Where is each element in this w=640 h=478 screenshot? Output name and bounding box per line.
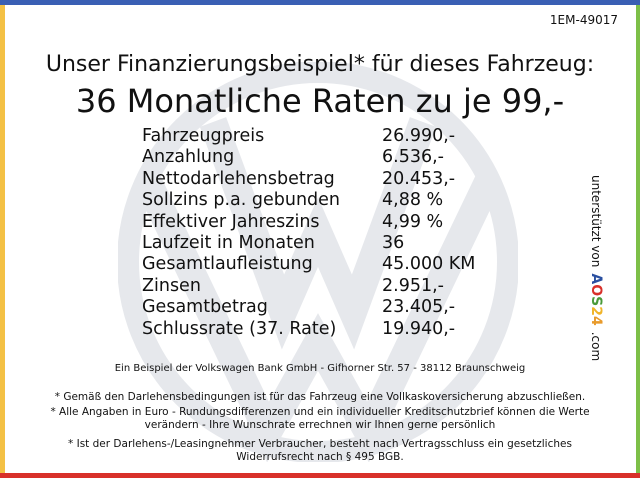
row-value: 19.940,- (382, 318, 456, 339)
logo-letter: A (588, 273, 604, 285)
footnote-amounts-line2: verändern - Ihre Wunschrate errechnen wi… (144, 419, 496, 431)
sponsor-prefix: unterstützt von (589, 175, 603, 268)
footnote-insurance: * Gemäß den Darlehensbedingungen ist für… (54, 391, 586, 403)
footnote-withdrawal-line2: Widerrufsrecht nach § 495 BGB. (236, 451, 404, 463)
table-row: Sollzins p.a. gebunden 4,88 % (142, 190, 475, 211)
row-label: Gesamtlaufleistung (142, 254, 313, 275)
top-border (0, 0, 640, 5)
logo-letter: O (588, 284, 604, 297)
table-row: Gesamtbetrag 23.405,- (142, 297, 475, 318)
row-label: Zinsen (142, 275, 201, 296)
sponsor-suffix: .com (589, 331, 603, 362)
vw-logo-watermark-icon (118, 62, 518, 462)
row-label: Schlussrate (37. Rate) (142, 318, 337, 339)
row-value: 4,99 % (382, 211, 444, 232)
logo-letter: 4 (588, 315, 604, 326)
table-row: Fahrzeugpreis 26.990,- (142, 126, 475, 147)
reference-number: 1EM-49017 (549, 13, 618, 27)
row-value: 6.536,- (382, 147, 444, 168)
row-value: 23.405,- (382, 297, 456, 318)
logo-letter: S (588, 296, 604, 307)
aos24-logo: AOS24 (588, 273, 604, 325)
table-row: Zinsen 2.951,- (142, 276, 475, 297)
row-value: 45.000 KM (382, 254, 476, 275)
rate-headline: 36 Monatliche Raten zu je 99,- (75, 82, 565, 120)
right-border (636, 5, 640, 473)
table-row: Effektiver Jahreszins 4,99 % (142, 212, 475, 233)
logo-letter: 2 (588, 306, 604, 316)
row-value: 26.990,- (382, 126, 456, 146)
table-row: Laufzeit in Monaten 36 (142, 233, 475, 254)
row-label: Anzahlung (142, 147, 235, 168)
row-label: Effektiver Jahreszins (142, 211, 320, 232)
footnote-amounts-line1: * Alle Angaben in Euro - Rundungsdiffere… (50, 406, 590, 418)
table-row: Anzahlung 6.536,- (142, 147, 475, 168)
row-label: Sollzins p.a. gebunden (142, 190, 341, 211)
headline: Unser Finanzierungsbeispiel* für dieses … (45, 52, 595, 77)
sponsor-credit: unterstützt von AOS24 .com (588, 175, 604, 361)
row-value: 36 (382, 233, 405, 254)
table-row: Gesamtlaufleistung 45.000 KM (142, 254, 475, 275)
financing-table: Fahrzeugpreis 26.990,- Anzahlung 6.536,- N… (142, 126, 475, 340)
footnote-withdrawal-line1: * Ist der Darlehens-/Leasingnehmer Verbr… (68, 438, 572, 450)
left-border (0, 5, 5, 473)
row-label: Fahrzeugpreis (142, 126, 265, 146)
row-label: Nettodarlehensbetrag (142, 168, 335, 189)
table-row: Schlussrate (37. Rate) 19.940,- (142, 319, 475, 340)
row-label: Laufzeit in Monaten (142, 233, 315, 254)
row-value: 2.951,- (382, 275, 444, 296)
row-value: 20.453,- (382, 168, 456, 189)
row-label: Gesamtbetrag (142, 297, 268, 318)
bank-info: Ein Beispiel der Volkswagen Bank GmbH - … (114, 363, 526, 374)
table-row: Nettodarlehensbetrag 20.453,- (142, 169, 475, 190)
row-value: 4,88 % (382, 190, 444, 211)
bottom-border (0, 473, 640, 478)
